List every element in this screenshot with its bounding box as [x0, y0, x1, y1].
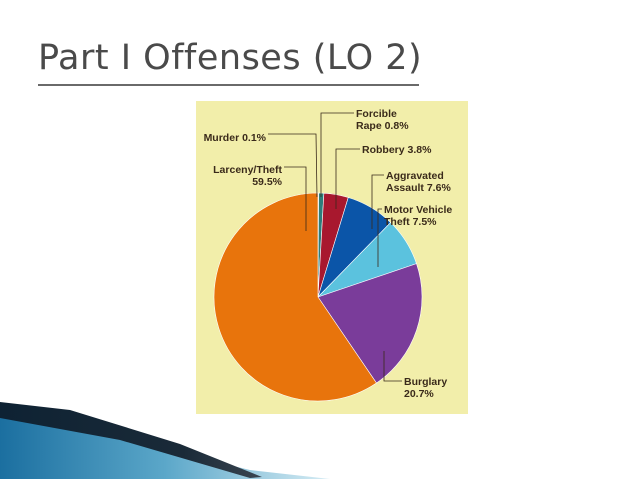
- leader-line-larceny-theft: [284, 166, 307, 231]
- pie-slice-burglary: [317, 263, 423, 384]
- slice-label-aggravated-assault: Aggravated Assault 7.6%: [386, 170, 451, 194]
- swoosh-light-band: [0, 404, 330, 479]
- slice-label-forcible-rape: Forcible Rape 0.8%: [356, 108, 409, 132]
- leader-line-burglary: [383, 351, 402, 382]
- swoosh-dark-band: [0, 402, 262, 478]
- leader-line-murder: [268, 133, 318, 198]
- pie-slice-larceny-theft: [213, 192, 377, 402]
- leader-line-aggravated-assault: [371, 174, 384, 229]
- leader-line-motor-vehicle-theft: [377, 208, 382, 267]
- pie-chart-panel: Murder 0.1% Forcible Rape 0.8% Robbery 3.8%…: [196, 101, 468, 414]
- slice-label-robbery: Robbery 3.8%: [362, 144, 432, 156]
- decorative-swoosh: [0, 402, 330, 479]
- slice-label-motor-vehicle-theft: Motor Vehicle Theft 7.5%: [384, 204, 452, 228]
- title-underline: [38, 84, 419, 86]
- slide-title: Part I Offenses (LO 2): [38, 38, 423, 78]
- leader-line-robbery: [335, 148, 360, 209]
- slice-label-murder: Murder 0.1%: [204, 132, 267, 144]
- slice-label-burglary: Burglary 20.7%: [404, 376, 447, 400]
- leader-line-forcible-rape: [320, 112, 354, 197]
- slice-label-larceny-theft: Larceny/Theft 59.5%: [213, 164, 283, 188]
- pie-chart: Murder 0.1% Forcible Rape 0.8% Robbery 3.8%…: [204, 108, 452, 402]
